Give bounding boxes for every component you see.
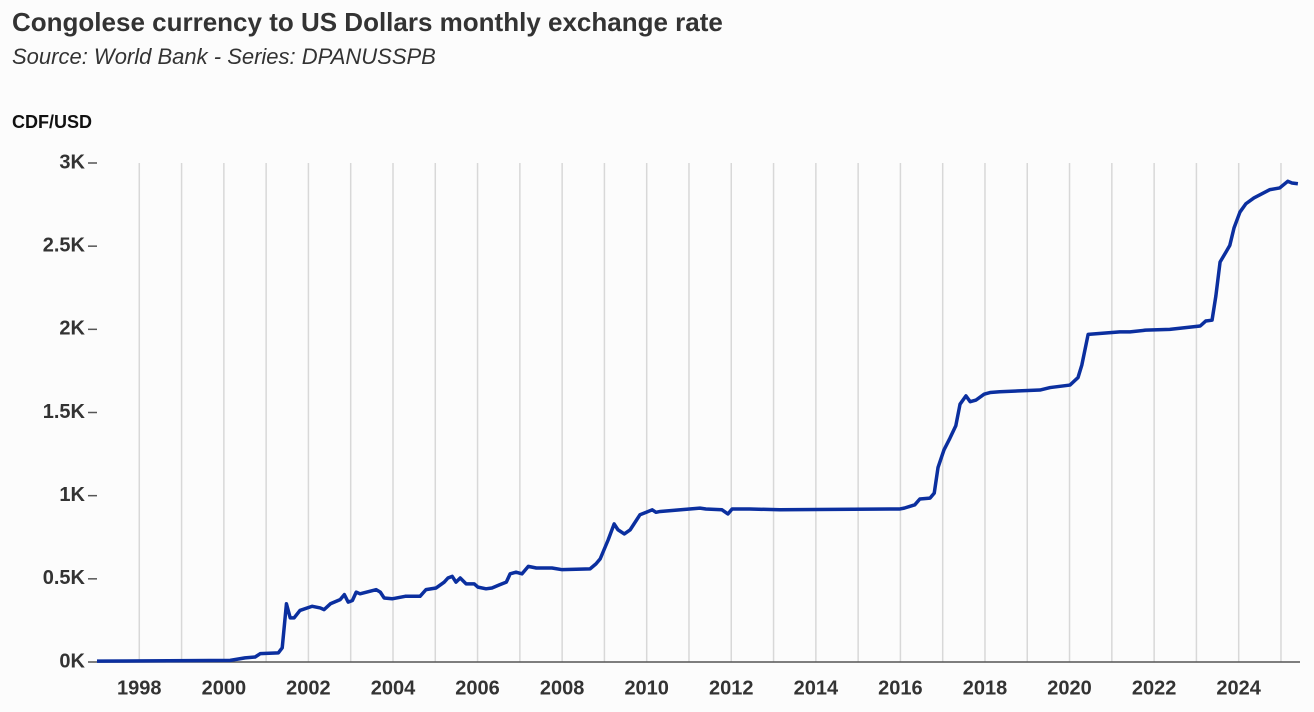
x-tick-label: 2018 — [963, 677, 1008, 699]
chart-title: Congolese currency to US Dollars monthly… — [12, 7, 723, 37]
y-axis-label: CDF/USD — [12, 112, 92, 132]
y-tick-label: 1.5K — [43, 401, 86, 423]
y-tick-label: 0K — [59, 650, 85, 672]
y-tick-label: 2.5K — [43, 234, 86, 256]
y-tick-label: 0.5K — [43, 567, 86, 589]
y-tick-label: 3K — [59, 151, 85, 173]
grid: 0K 0.5K 1K 1.5K 2K 2.5K 3K 1998 2000 2002 2004 2006… — [43, 151, 1300, 699]
x-tick-label: 2008 — [540, 677, 585, 699]
x-tick-label: 2016 — [878, 677, 923, 699]
x-tick-label: 2010 — [624, 677, 669, 699]
x-tick-label: 2012 — [709, 677, 754, 699]
x-tick-label: 2014 — [794, 677, 839, 699]
y-tick-label: 1K — [59, 484, 85, 506]
x-tick-label: 2000 — [202, 677, 247, 699]
y-tick-label: 2K — [59, 318, 85, 340]
chart-subtitle: Source: World Bank - Series: DPANUSSPB — [12, 44, 436, 69]
x-tick-label: 2024 — [1216, 677, 1261, 699]
x-tick-label: 1998 — [117, 677, 162, 699]
data-line — [96, 179, 1299, 663]
x-tick-label: 2022 — [1132, 677, 1177, 699]
x-tick-label: 2006 — [455, 677, 500, 699]
x-tick-label: 2020 — [1047, 677, 1092, 699]
x-tick-label: 2004 — [371, 677, 416, 699]
plot-area — [96, 179, 1299, 663]
x-tick-label: 2002 — [286, 677, 331, 699]
